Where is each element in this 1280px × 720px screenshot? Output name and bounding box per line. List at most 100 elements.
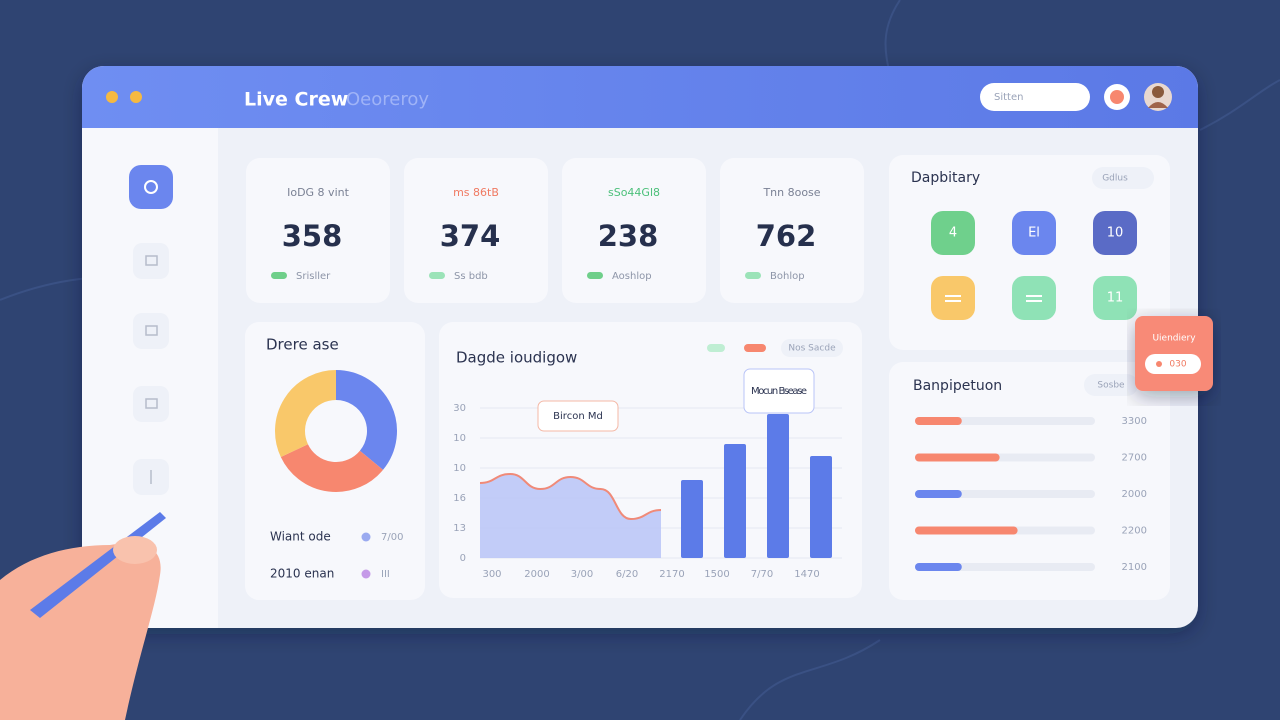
stat-card — [562, 158, 706, 303]
bg-wave — [1199, 79, 1280, 131]
legend-dot — [361, 532, 371, 542]
header-bar — [82, 66, 1198, 128]
tile[interactable] — [1093, 276, 1137, 320]
stat-value: 762 — [756, 219, 817, 253]
legend-pill — [781, 339, 843, 357]
window-dot — [130, 91, 142, 103]
directory-dropdown[interactable] — [1092, 167, 1154, 189]
tile-label: 4 — [949, 226, 957, 241]
floating-card-body — [1135, 316, 1213, 391]
finger — [113, 536, 157, 564]
donut-title: Drere ase — [266, 336, 339, 354]
nav-item-active[interactable] — [129, 165, 173, 209]
bar — [681, 480, 703, 558]
stat-pill — [745, 272, 761, 279]
legend-name: Wiant ode — [270, 530, 331, 544]
progress-bar — [915, 417, 962, 425]
app-subtitle: Oeoreroy — [346, 89, 429, 110]
tile[interactable] — [1012, 276, 1056, 320]
hand — [0, 543, 161, 720]
y-tick-label: 0 — [460, 553, 466, 564]
stat-label: Tnn 8oose — [762, 186, 820, 199]
y-tick-label: 10 — [453, 463, 466, 474]
stat-value: 238 — [598, 219, 659, 253]
nav-item[interactable] — [133, 386, 169, 422]
chart-title: Dagde ioudigow — [456, 349, 577, 367]
nav-icon — [144, 180, 158, 194]
legend-chip — [707, 344, 725, 352]
tile[interactable] — [1093, 211, 1137, 255]
progress-title: Banpipetuon — [913, 378, 1002, 394]
nav-icon — [145, 398, 158, 409]
search-placeholder: Sitten — [994, 92, 1023, 103]
tile[interactable] — [1012, 211, 1056, 255]
legend-value: III — [381, 569, 390, 580]
x-tick-label: 2000 — [524, 569, 549, 580]
x-tick-label: 1500 — [704, 569, 729, 580]
app-title: Live Crew — [244, 89, 348, 111]
floating-pill — [1145, 354, 1201, 374]
progress-bar — [915, 563, 962, 571]
stat-pill — [587, 272, 603, 279]
floating-value: 030 — [1169, 360, 1186, 370]
floating-dot — [1156, 361, 1162, 367]
bg-wave — [739, 639, 881, 720]
donut-segment — [335, 370, 397, 470]
progress-bar — [915, 453, 1000, 462]
tile[interactable] — [931, 211, 975, 255]
legend-dot — [361, 569, 371, 579]
floating-card — [1135, 316, 1213, 391]
annotation: Mocun Bsease — [751, 386, 807, 397]
legend-value: 7/00 — [381, 532, 403, 543]
x-tick-label: 6/20 — [616, 569, 638, 580]
stat-label: sSo44Gl8 — [608, 186, 660, 199]
tile-label: 11 — [1107, 291, 1124, 306]
stat-card — [246, 158, 390, 303]
progress-chip-label: Sosbe — [1097, 381, 1125, 391]
x-tick-label: 2170 — [659, 569, 684, 580]
stat-foot: Srisller — [296, 271, 331, 282]
directory-title: Dapbitary — [911, 170, 980, 186]
bar — [810, 456, 832, 558]
stat-label: ms 86tB — [453, 186, 499, 199]
tile[interactable] — [931, 276, 975, 320]
donut-card — [245, 322, 425, 600]
progress-bar — [915, 526, 1018, 535]
stat-foot: Aoshlop — [612, 271, 652, 282]
search-box[interactable] — [980, 83, 1090, 111]
bar — [724, 444, 746, 558]
annotation-box — [743, 368, 815, 414]
y-tick-label: 30 — [453, 403, 466, 414]
nav-item[interactable] — [133, 243, 169, 279]
dropdown-label: Gdlus — [1102, 174, 1128, 184]
stat-card — [404, 158, 548, 303]
legend-label: Nos Sacde — [788, 344, 836, 354]
avatar-body — [1148, 102, 1168, 108]
progress-bar — [915, 490, 962, 498]
legend-chip — [744, 344, 766, 352]
stat-foot: Bohlop — [770, 271, 805, 282]
tile-label: 10 — [1107, 226, 1124, 241]
bar — [767, 414, 789, 558]
stat-label: IoDG 8 vint — [287, 186, 349, 199]
stat-pill — [429, 272, 445, 279]
nav-item[interactable] — [133, 313, 169, 349]
progress-chip[interactable] — [1084, 374, 1138, 396]
stat-value: 358 — [282, 219, 343, 253]
legend-name: 2010 enan — [270, 567, 334, 581]
stat-card — [720, 158, 864, 303]
x-tick-label: 7/70 — [751, 569, 773, 580]
x-tick-label: 1470 — [794, 569, 819, 580]
donut-segment — [280, 443, 383, 492]
window-dot — [106, 91, 118, 103]
tile-label: El — [1028, 226, 1040, 241]
annotation-box — [537, 400, 619, 432]
area — [480, 474, 661, 558]
y-tick-label: 16 — [453, 493, 466, 504]
y-tick-label: 10 — [453, 433, 466, 444]
annotation: Bircon Md — [553, 411, 603, 422]
progress-label: 2100 — [1122, 562, 1147, 573]
progress-label: 2000 — [1122, 489, 1147, 500]
